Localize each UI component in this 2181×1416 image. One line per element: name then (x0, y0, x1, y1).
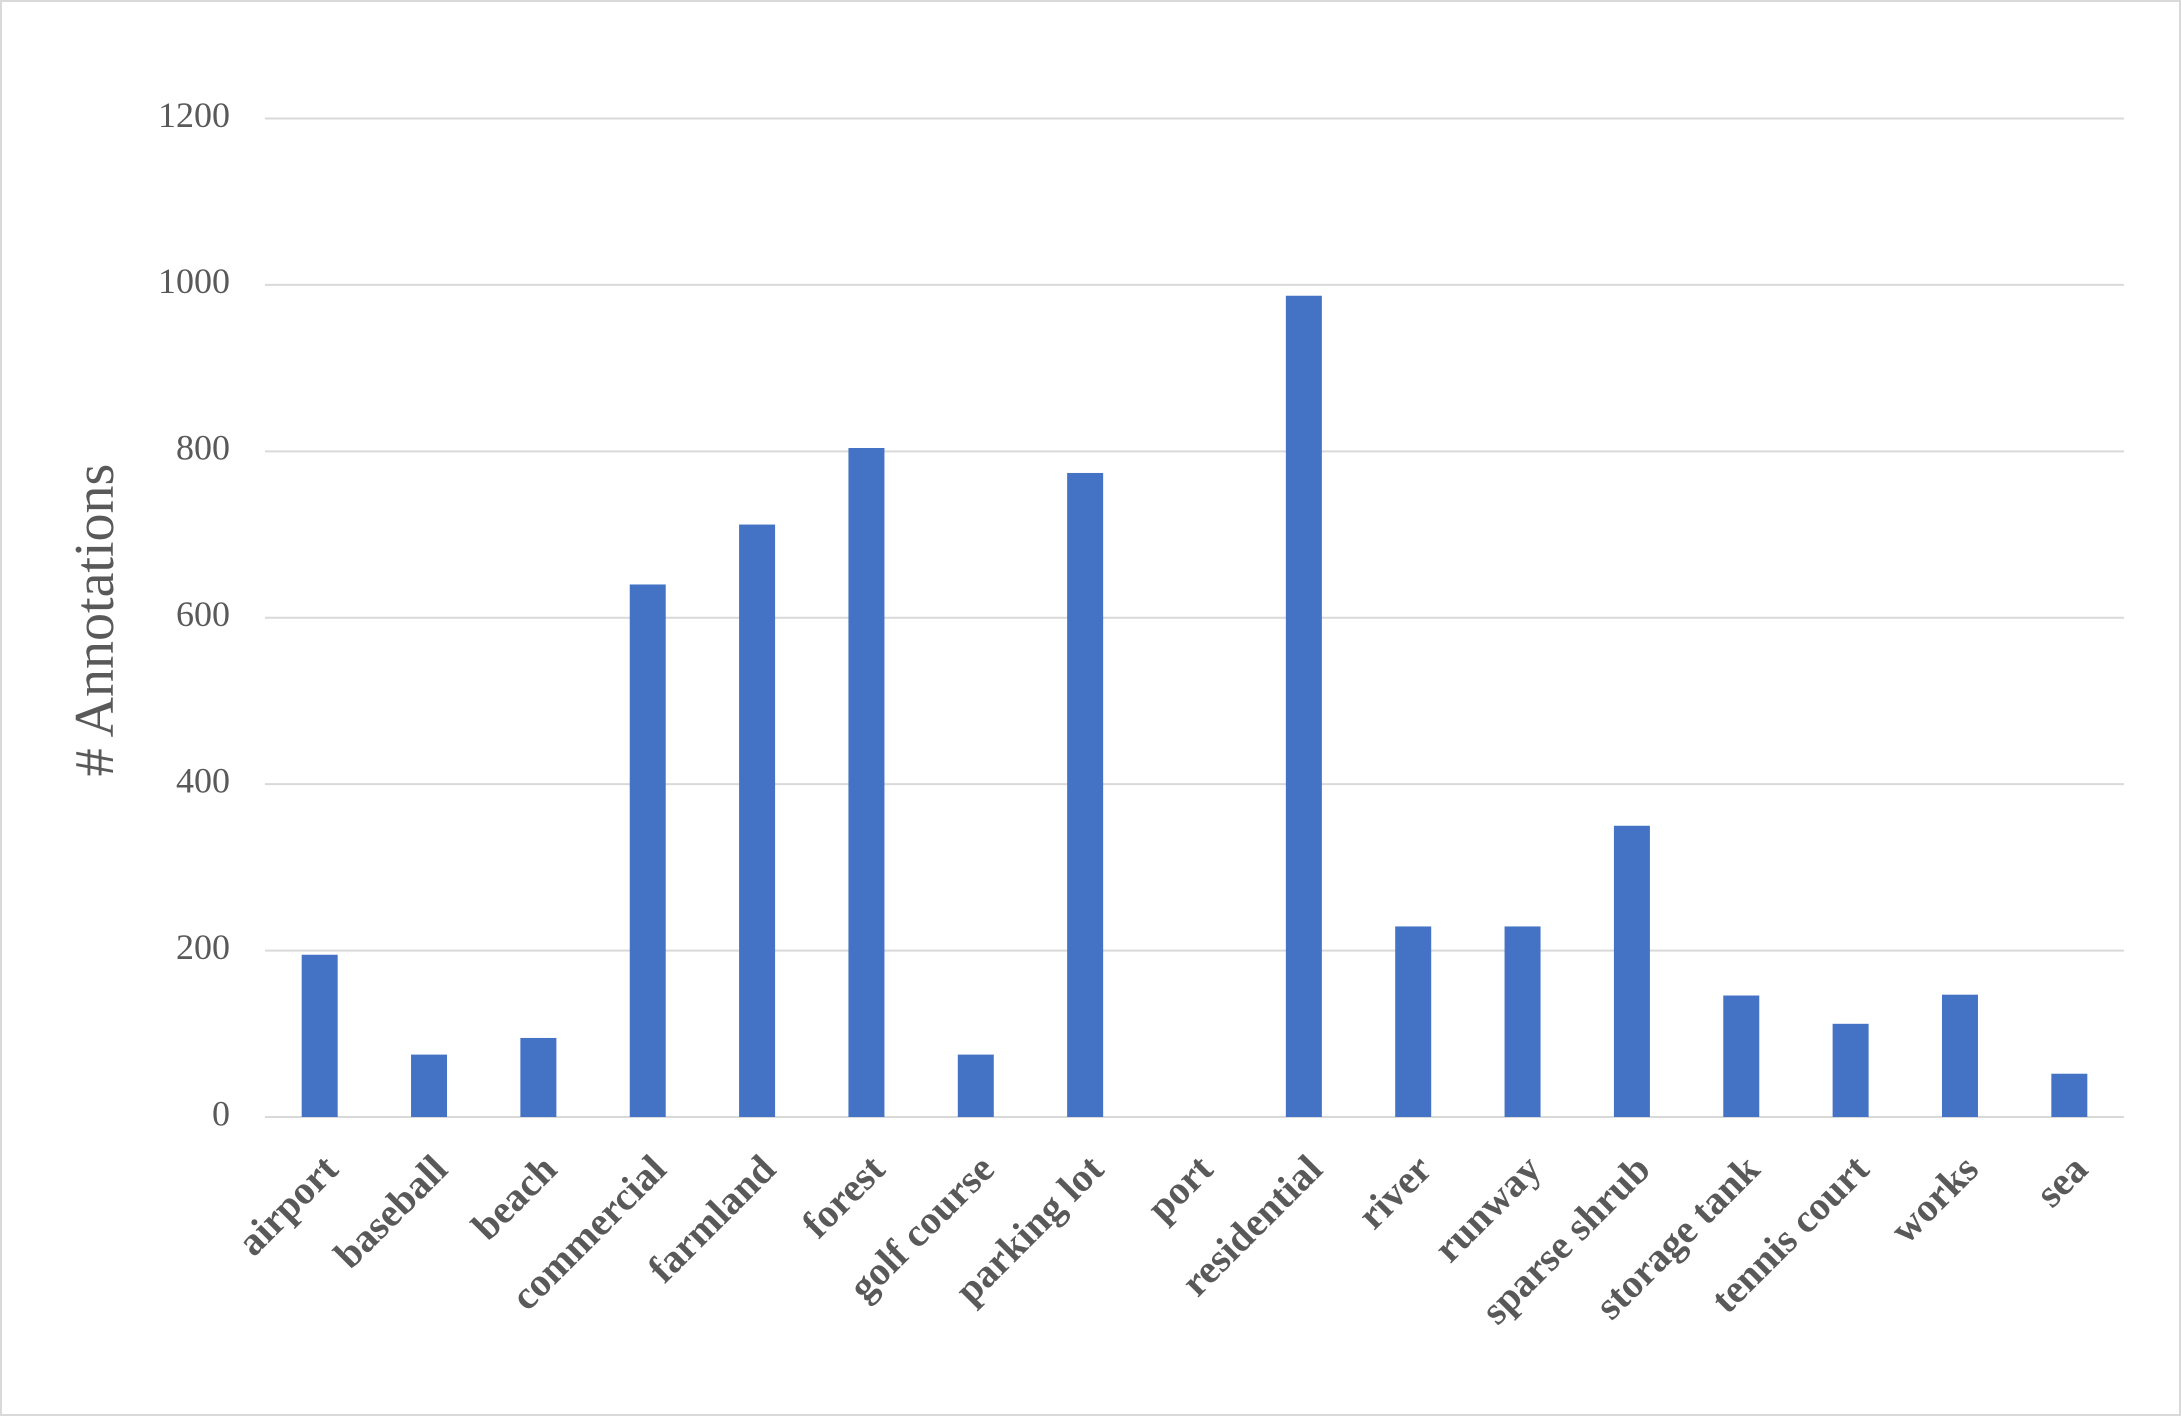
y-tick-label: 800 (176, 428, 230, 468)
y-tick-label: 200 (176, 927, 230, 967)
bar (520, 1037, 557, 1117)
bar (739, 524, 776, 1117)
y-tick-label: 1200 (158, 95, 230, 135)
bar (957, 1054, 994, 1117)
bar (1613, 825, 1650, 1117)
bar (1832, 1023, 1869, 1117)
bar (629, 584, 666, 1117)
bar (411, 1054, 448, 1117)
bar (1941, 994, 1978, 1117)
bar (301, 954, 338, 1117)
bar (1395, 926, 1432, 1117)
y-tick-label: 400 (176, 760, 230, 800)
bar (1504, 926, 1541, 1117)
bar (1285, 295, 1322, 1117)
y-tick-label: 1000 (158, 261, 230, 301)
bar (848, 448, 885, 1117)
y-tick-label: 0 (212, 1093, 230, 1133)
bar (2051, 1073, 2088, 1117)
y-axis-title: # Annotations (64, 464, 126, 777)
y-tick-label: 600 (176, 594, 230, 634)
bar (1723, 995, 1760, 1117)
bar (1067, 472, 1104, 1117)
